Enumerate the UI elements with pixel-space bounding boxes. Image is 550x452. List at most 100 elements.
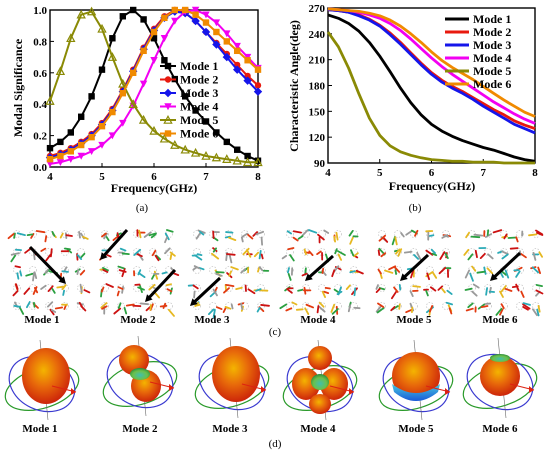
legend-label-mode-2: Mode 2 [180, 73, 218, 87]
point-mode-1 [130, 6, 137, 14]
current-segment [193, 290, 196, 299]
current-ring [257, 230, 265, 238]
current-segment [10, 252, 20, 256]
current-segment [133, 248, 142, 256]
x-tick-label: 8 [532, 167, 538, 179]
current-segment [287, 247, 295, 251]
current-ring [378, 302, 386, 310]
current-segment [260, 253, 264, 260]
current-segment [242, 247, 250, 256]
current-segment [59, 232, 64, 239]
arrow-head [445, 388, 450, 395]
current-ring [193, 284, 201, 292]
legend-marker-mode-3 [163, 88, 173, 98]
current-segment [431, 271, 438, 279]
current-ring [516, 284, 524, 292]
current-tile-mode-5 [375, 229, 454, 316]
current-segment [12, 290, 19, 297]
arrow-head [349, 388, 354, 395]
current-ring [77, 248, 85, 256]
current-segment [349, 236, 354, 245]
current-ring [241, 302, 249, 310]
current-ring [225, 248, 233, 256]
current-segment [441, 287, 446, 294]
point-mode-1 [202, 118, 210, 125]
current-segment [537, 304, 541, 313]
current-tile-mode-2 [99, 228, 180, 317]
current-segment [308, 250, 314, 257]
current-segment [394, 248, 401, 255]
current-segment [230, 303, 234, 310]
current-label-mode-5: Mode 5 [396, 314, 432, 326]
current-segment [258, 250, 262, 260]
y-axis-title: Modal Significance [11, 38, 25, 137]
current-segment [428, 234, 435, 237]
point-mode-5 [211, 152, 222, 162]
point-mode-1 [234, 146, 241, 153]
current-ring [225, 230, 233, 238]
current-ring [500, 230, 508, 238]
current-segment [515, 270, 521, 278]
current-segment [446, 289, 453, 296]
current-ring [117, 284, 125, 292]
legend-label-mode-5: Mode 5 [180, 113, 218, 127]
current-segment [409, 290, 414, 298]
current-segment [13, 232, 16, 239]
point-mode-6 [78, 141, 85, 149]
pattern-label-mode-1: Mode 1 [22, 423, 57, 435]
point-mode-3 [253, 87, 263, 96]
current-segment [138, 229, 142, 239]
current-segment [101, 305, 108, 310]
current-segment [105, 283, 114, 288]
current-segment [197, 229, 206, 234]
current-segment [161, 271, 168, 275]
point-mode-1 [213, 129, 220, 136]
pattern-label-mode-6: Mode 6 [482, 423, 518, 435]
point-mode-1 [223, 138, 230, 146]
current-segment [195, 231, 202, 240]
legend-label-mode-6: Mode 6 [473, 77, 511, 91]
current-ring [350, 302, 358, 310]
current-ring [516, 302, 524, 310]
current-segment [32, 271, 35, 282]
legend-label-mode-6: Mode 6 [180, 127, 218, 141]
legend-marker-mode-5 [163, 115, 173, 124]
current-segment [103, 232, 108, 240]
x-tick-label: 7 [203, 171, 209, 183]
current-segment [503, 287, 513, 292]
current-segment [412, 285, 421, 288]
current-segment [212, 247, 217, 253]
current-ring [193, 248, 201, 256]
current-segment [445, 301, 454, 306]
current-segment [397, 248, 403, 257]
point-mode-2 [254, 82, 262, 89]
current-segment [215, 306, 223, 311]
current-ring [101, 230, 109, 238]
point-mode-4 [108, 132, 117, 140]
current-direction-arrow [192, 276, 222, 304]
current-ring [484, 266, 492, 274]
current-ring [241, 230, 249, 238]
pattern-lobe [309, 394, 331, 414]
current-segment [316, 250, 322, 256]
current-segment [535, 284, 543, 288]
current-segment [382, 236, 389, 243]
legend-label-mode-3: Mode 3 [473, 38, 511, 52]
current-segment [121, 285, 125, 294]
current-segment [334, 248, 338, 255]
current-segment [7, 233, 15, 240]
legend-label-mode-1: Mode 1 [473, 12, 511, 26]
point-mode-4 [46, 160, 54, 168]
current-segment [100, 286, 105, 293]
current-ring [394, 248, 402, 256]
current-segment [331, 269, 336, 278]
current-segment [499, 290, 504, 298]
x-tick-label: 5 [377, 167, 383, 179]
current-tile-mode-6 [463, 229, 544, 317]
current-segment [32, 286, 38, 295]
current-ring [77, 230, 85, 238]
y-axis-title: Characteristic Angle(deg) [287, 20, 301, 152]
current-segment [228, 253, 233, 264]
point-mode-6 [130, 69, 137, 76]
